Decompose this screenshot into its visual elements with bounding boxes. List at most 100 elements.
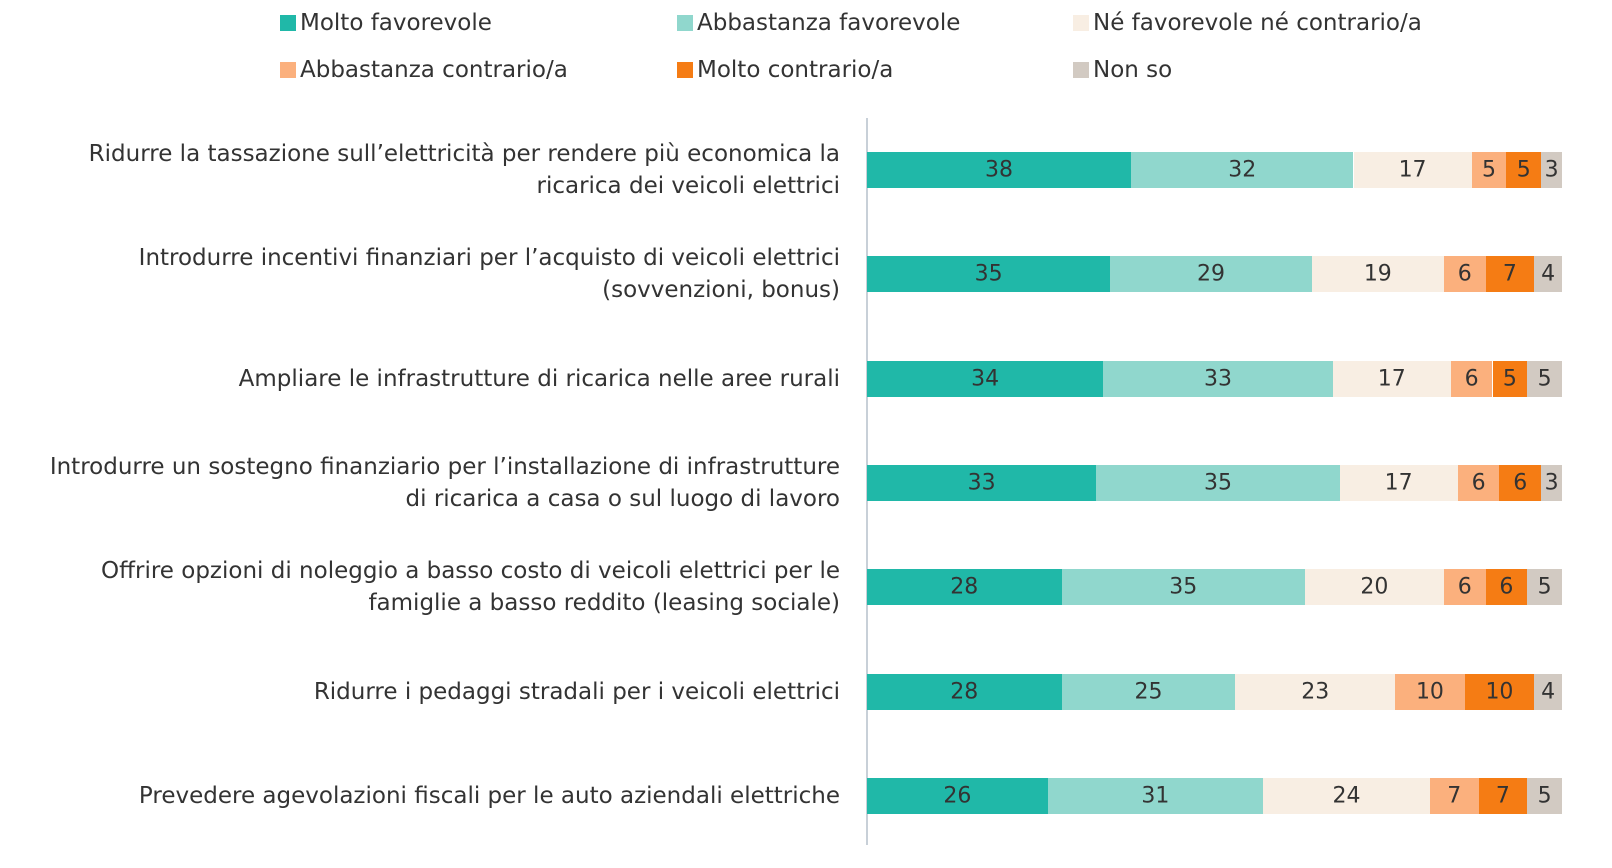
bar-segment <box>1429 777 1479 814</box>
bar-segment <box>867 464 1097 501</box>
bar-segment <box>1263 777 1430 814</box>
value-label: 35 <box>1169 574 1198 600</box>
bar-segment <box>867 360 1104 397</box>
category-label: Ridurre la tassazione sull’elettricità p… <box>88 141 840 199</box>
value-label: 23 <box>1301 679 1330 704</box>
value-label: 6 <box>1471 470 1486 496</box>
legend-label: Molto favorevole <box>300 10 492 36</box>
bar-segment <box>1339 464 1458 501</box>
bar-segment <box>1457 464 1500 501</box>
value-label: 3 <box>1544 157 1559 183</box>
value-label: 35 <box>1203 470 1232 496</box>
bar-segment <box>1061 569 1305 606</box>
bar-segment <box>867 569 1062 606</box>
legend-swatch <box>1073 15 1089 31</box>
bar-segment <box>1311 256 1444 293</box>
value-label: 28 <box>950 679 979 704</box>
value-label: 5 <box>1502 366 1517 392</box>
category-label: Offrire opzioni di noleggio a basso cost… <box>101 558 840 617</box>
value-label: 7 <box>1495 783 1510 809</box>
bar-segment <box>1541 464 1562 501</box>
legend-label: Non so <box>1093 57 1173 83</box>
value-label: 6 <box>1464 366 1479 392</box>
category-label: Introdurre un sostegno finanziario per l… <box>49 453 840 512</box>
legend-label: Abbastanza contrario/a <box>300 57 568 83</box>
value-label: 25 <box>1134 679 1163 704</box>
value-label: 10 <box>1415 679 1444 704</box>
legend-swatch <box>1073 62 1089 78</box>
bar-segment <box>1534 673 1562 710</box>
value-label: 6 <box>1457 261 1472 287</box>
bar-segment <box>867 777 1048 814</box>
value-label: 17 <box>1384 470 1413 496</box>
category-label: Prevedere agevolazioni fiscali per le au… <box>138 782 840 809</box>
bar-segment <box>1464 673 1535 710</box>
category-label: Introdurre incentivi finanziari per l’ac… <box>138 245 840 304</box>
value-label: 5 <box>1537 574 1552 600</box>
bar-segment <box>867 152 1132 188</box>
value-label: 28 <box>950 574 979 600</box>
value-label: 19 <box>1363 261 1392 287</box>
value-label: 5 <box>1516 157 1531 183</box>
value-label: 29 <box>1197 261 1226 287</box>
bar-segment <box>1443 256 1486 293</box>
bar-segment <box>1353 152 1472 188</box>
value-label: 26 <box>943 783 972 809</box>
bar-segment <box>1131 152 1354 188</box>
value-label: 24 <box>1332 783 1361 809</box>
value-label: 4 <box>1541 261 1556 287</box>
bar-segment <box>1061 673 1236 710</box>
bar-segment <box>1478 777 1528 814</box>
value-label: 20 <box>1360 574 1389 600</box>
bar-segment <box>1047 777 1264 814</box>
value-label: 3 <box>1544 470 1559 496</box>
bar-segment <box>867 673 1062 710</box>
value-label: 6 <box>1513 470 1528 496</box>
value-label: 17 <box>1377 366 1406 392</box>
value-label: 38 <box>985 157 1014 183</box>
bar-segment <box>1534 256 1562 293</box>
value-label: 32 <box>1228 157 1257 183</box>
value-label: 10 <box>1485 679 1514 704</box>
category-label: Ampliare le infrastrutture di ricarica n… <box>238 365 840 392</box>
category-label: Ridurre i pedaggi stradali per i veicoli… <box>313 678 840 705</box>
value-label: 31 <box>1141 783 1170 809</box>
bar-segment <box>1485 569 1528 606</box>
legend-label: Né favorevole né contrario/a <box>1093 10 1422 36</box>
bar-segment <box>1541 152 1562 188</box>
bar-segment <box>867 256 1111 293</box>
bar-segment <box>1506 152 1542 188</box>
value-label: 5 <box>1482 157 1497 183</box>
value-label: 33 <box>967 470 996 496</box>
bar-segment <box>1103 360 1333 397</box>
bar-segment <box>1499 464 1542 501</box>
bar-segment <box>1395 673 1465 710</box>
value-label: 5 <box>1537 783 1552 809</box>
bar-segment <box>1332 360 1451 397</box>
value-label: 4 <box>1541 679 1556 704</box>
legend-label: Molto contrario/a <box>697 57 894 83</box>
bar-segment <box>1527 777 1562 814</box>
legend-swatch <box>677 15 693 31</box>
value-label: 6 <box>1499 574 1514 600</box>
legend-swatch <box>280 15 296 31</box>
legend-swatch <box>280 62 296 78</box>
bar-segment <box>1450 360 1493 397</box>
value-label: 17 <box>1398 157 1427 183</box>
value-label: 34 <box>971 366 1000 392</box>
bar-segment <box>1235 673 1396 710</box>
bar-segment <box>1110 256 1312 293</box>
bar-segment <box>1096 464 1340 501</box>
bar-segment <box>1471 152 1507 188</box>
legend-label: Abbastanza favorevole <box>697 10 961 36</box>
value-label: 6 <box>1457 574 1472 600</box>
bar-segment <box>1304 569 1444 606</box>
value-label: 35 <box>974 261 1003 287</box>
bar-segment <box>1443 569 1486 606</box>
value-label: 5 <box>1537 366 1552 392</box>
bar-segment <box>1492 360 1528 397</box>
bar-segment <box>1527 360 1562 397</box>
value-label: 33 <box>1203 366 1232 392</box>
bar-segment <box>1527 569 1562 606</box>
